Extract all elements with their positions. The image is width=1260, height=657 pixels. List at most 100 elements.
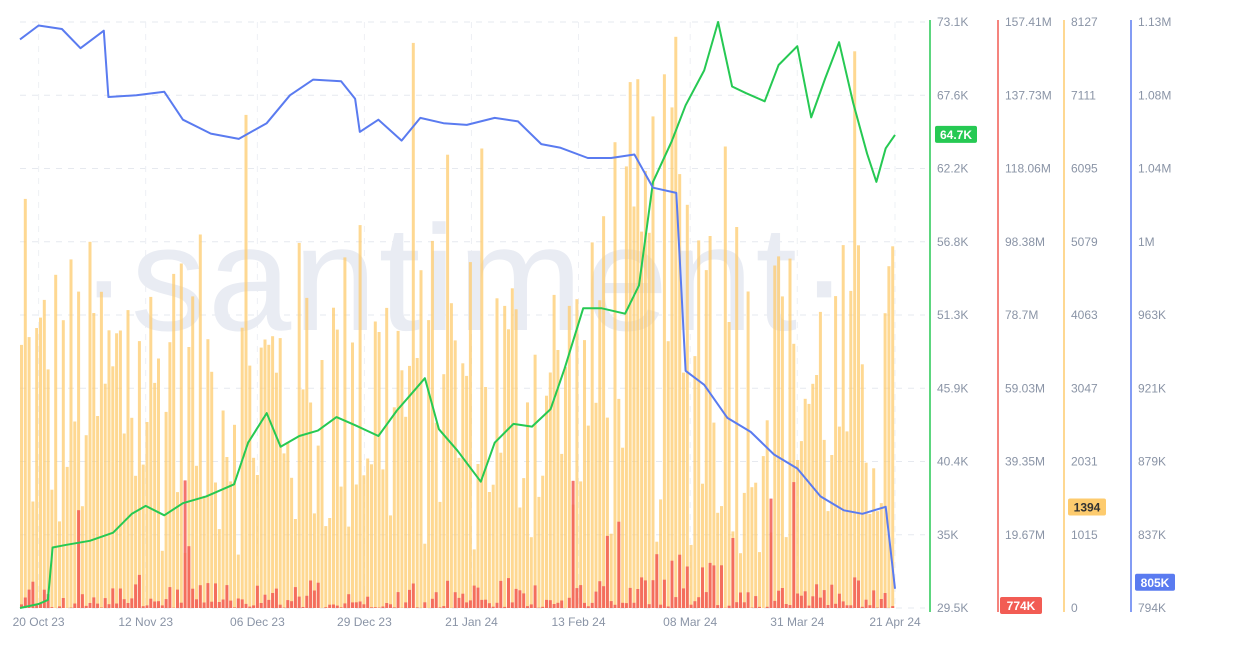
price-tick-label: 29.5K xyxy=(937,601,968,615)
red_volume-tick-label: 157.41M xyxy=(1005,15,1052,29)
orange-bar xyxy=(484,387,487,608)
orange-bar xyxy=(849,291,852,608)
red-bar xyxy=(85,606,88,608)
orange-bar xyxy=(210,372,213,608)
red-bar xyxy=(473,586,476,608)
x-tick-label: 21 Jan 24 xyxy=(445,615,498,629)
orange-bar xyxy=(153,383,156,608)
red-bar xyxy=(659,605,662,608)
red-bar xyxy=(309,581,312,609)
orange-bar xyxy=(625,166,628,608)
orange-bar xyxy=(149,297,152,608)
red-bar xyxy=(872,590,875,608)
orange-bar xyxy=(690,545,693,608)
orange-bar xyxy=(522,478,525,608)
orange-bar xyxy=(884,313,887,608)
red-bar xyxy=(477,588,480,608)
red-bar xyxy=(119,589,122,609)
red-bar xyxy=(720,565,723,608)
orange-bar xyxy=(203,496,206,608)
red-bar xyxy=(50,607,53,608)
red-bar xyxy=(587,606,590,608)
red-bar xyxy=(690,605,693,608)
orange-bar xyxy=(404,417,407,608)
blue_supply-current-label: 805K xyxy=(1141,576,1170,590)
orange-bar xyxy=(416,358,419,608)
red-bar xyxy=(241,599,244,608)
red-bar xyxy=(127,603,130,608)
red-bar xyxy=(305,596,308,608)
orange-bar xyxy=(811,384,814,608)
orange-bar xyxy=(458,458,461,608)
orange-bar xyxy=(191,296,194,608)
orange-bar xyxy=(880,503,883,608)
red-bar xyxy=(640,577,643,608)
red-bar xyxy=(267,600,270,608)
orange-bar xyxy=(621,448,624,608)
red-bar xyxy=(667,607,670,609)
red-bar xyxy=(442,606,445,608)
red-bar xyxy=(313,591,316,609)
red-bar xyxy=(161,605,164,608)
red-bar xyxy=(480,600,483,608)
red-bar xyxy=(770,499,773,608)
red-bar xyxy=(617,522,620,608)
red-bar xyxy=(625,603,628,608)
red-bar xyxy=(815,584,818,608)
orange-bar xyxy=(887,266,890,608)
orange-bar xyxy=(206,339,209,608)
blue_supply-tick-label: 1.13M xyxy=(1138,15,1171,29)
red-bar xyxy=(534,585,537,608)
red-bar xyxy=(168,587,171,608)
orange-bar xyxy=(245,115,248,608)
orange-bar xyxy=(389,515,392,608)
orange-bar xyxy=(92,313,95,608)
red-bar xyxy=(214,583,217,608)
orange-bar xyxy=(446,155,449,608)
red-bar xyxy=(385,603,388,608)
red-bar xyxy=(591,603,594,608)
red-bar xyxy=(572,481,575,608)
red-bar xyxy=(545,600,548,608)
price-current-label: 64.7K xyxy=(940,128,972,142)
orange-bar xyxy=(142,465,145,608)
red_volume-tick-label: 118.06M xyxy=(1005,162,1051,176)
orange-bar xyxy=(119,331,122,609)
orange-bar xyxy=(146,422,149,608)
red_volume-current-label: 774K xyxy=(1007,599,1036,613)
orange-bar xyxy=(20,345,23,608)
orange-bar xyxy=(393,407,396,608)
orange-bar xyxy=(648,233,651,608)
orange-bar xyxy=(283,453,286,608)
red-bar xyxy=(716,605,719,608)
red-bar xyxy=(111,588,114,608)
orange-bar xyxy=(773,266,776,609)
red-bar xyxy=(492,607,495,608)
orange-bar xyxy=(610,534,613,608)
red-bar xyxy=(868,605,871,608)
red-bar xyxy=(176,590,179,608)
red-bar xyxy=(819,598,822,608)
red-bar xyxy=(130,598,133,608)
orange-bar xyxy=(602,216,605,608)
orange-bar xyxy=(477,464,480,608)
orange-bar xyxy=(507,329,510,608)
red_volume-tick-label: 78.7M xyxy=(1005,308,1038,322)
red-bar xyxy=(275,589,278,608)
orange-bar xyxy=(408,366,411,608)
red-bar xyxy=(180,603,183,608)
red-bar xyxy=(777,591,780,608)
orange-bar xyxy=(614,142,617,608)
red-bar xyxy=(165,599,168,608)
orange-bar xyxy=(39,318,42,608)
orange-bar xyxy=(359,225,362,608)
orange-bar xyxy=(454,340,457,608)
orange-bar xyxy=(823,440,826,608)
orange-bar xyxy=(104,384,107,608)
orange-bar xyxy=(872,468,875,608)
orange-bar xyxy=(180,264,183,609)
blue_supply-tick-label: 837K xyxy=(1138,528,1166,542)
orange-bar xyxy=(58,521,61,608)
